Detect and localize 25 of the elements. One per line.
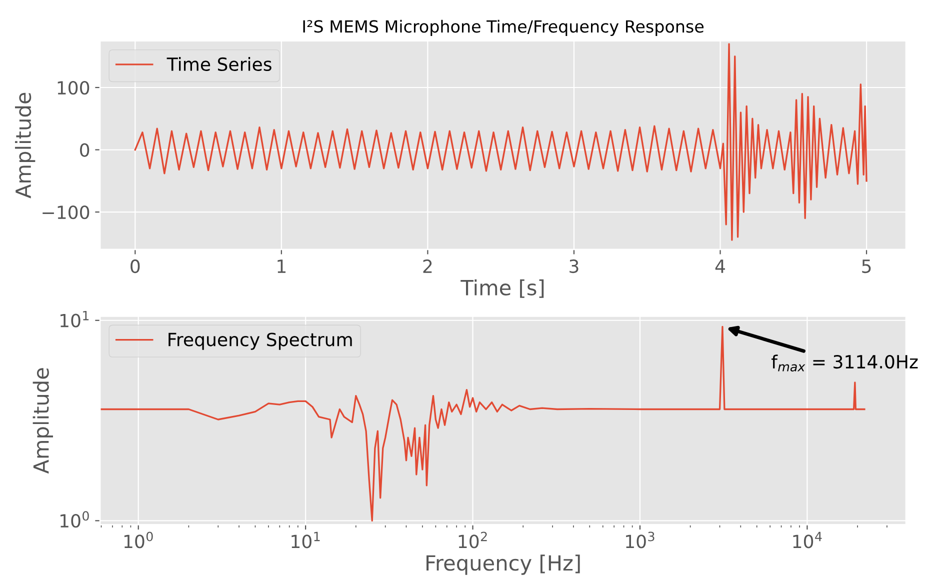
legend-label: Time Series: [166, 57, 272, 72]
x-tick-label: 10$^{2}$: [458, 532, 487, 548]
y-axis-title: Amplitude: [15, 92, 36, 198]
x-axis-title: Time [s]: [460, 279, 544, 298]
chart-title: I²S MEMS Microphone Time/Frequency Response: [303, 20, 704, 36]
x-tick-label: 10$^{1}$: [292, 532, 320, 548]
x-tick-label: 2: [423, 259, 432, 273]
legend-label: Frequency Spectrum: [168, 332, 352, 350]
x-tick-label: 4: [715, 260, 725, 273]
x-tick-label: 1: [278, 260, 286, 273]
y-tick-label: −100: [42, 205, 90, 220]
x-tick-label: 0: [130, 259, 140, 274]
line-series: [134, 43, 868, 241]
y-tick-label: 0: [80, 143, 90, 157]
y-axis-title: Amplitude: [32, 368, 53, 474]
x-tick-label: 3: [570, 259, 578, 274]
x-tick-label: 10$^{3}$: [626, 532, 654, 548]
y-tick-label: 10$^{0}$: [60, 511, 89, 528]
x-axis-title: Frequency [Hz]: [426, 554, 580, 575]
y-tick-label: 100: [58, 80, 90, 95]
annotation: f$_{max}$ = 3114.0Hz: [771, 354, 918, 372]
x-tick-label: 10$^{0}$: [124, 532, 153, 548]
x-tick-label: 10$^{4}$: [793, 532, 822, 548]
y-tick-label: 10$^{1}$: [60, 310, 89, 328]
x-tick-label: 5: [862, 260, 871, 274]
